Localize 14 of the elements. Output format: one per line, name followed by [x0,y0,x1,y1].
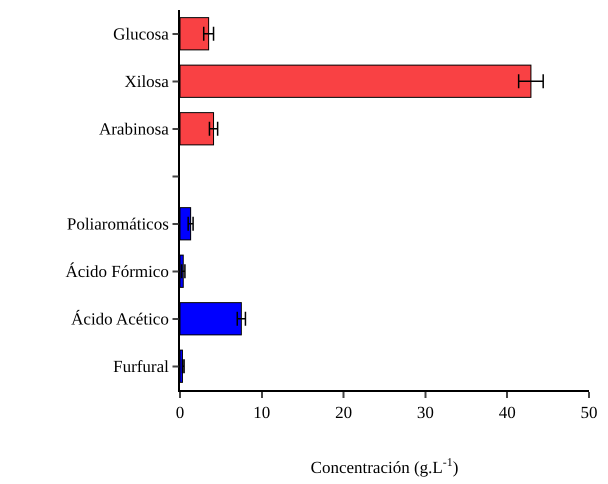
x-tick-label: 20 [335,403,352,422]
y-tick-label: Furfural [113,357,170,376]
x-tick-label: 30 [416,403,434,422]
y-tick-label: Glucosa [113,24,170,44]
y-tick-label: Ácido Acético [71,310,169,329]
y-tick-label: Poliaromáticos [66,214,169,234]
x-tick-label: 10 [253,403,270,422]
x-tick-label: 0 [176,403,184,422]
y-tick-label: Arabinosa [98,120,170,139]
x-tick-label: 50 [580,403,598,422]
y-tick-label: Xilosa [124,72,170,92]
y-tick-label: Ácido Fórmico [65,262,169,282]
x-tick-label: 40 [498,403,516,422]
x-axis-title: Concentración (g.L$^{-1}$) [310,454,458,478]
